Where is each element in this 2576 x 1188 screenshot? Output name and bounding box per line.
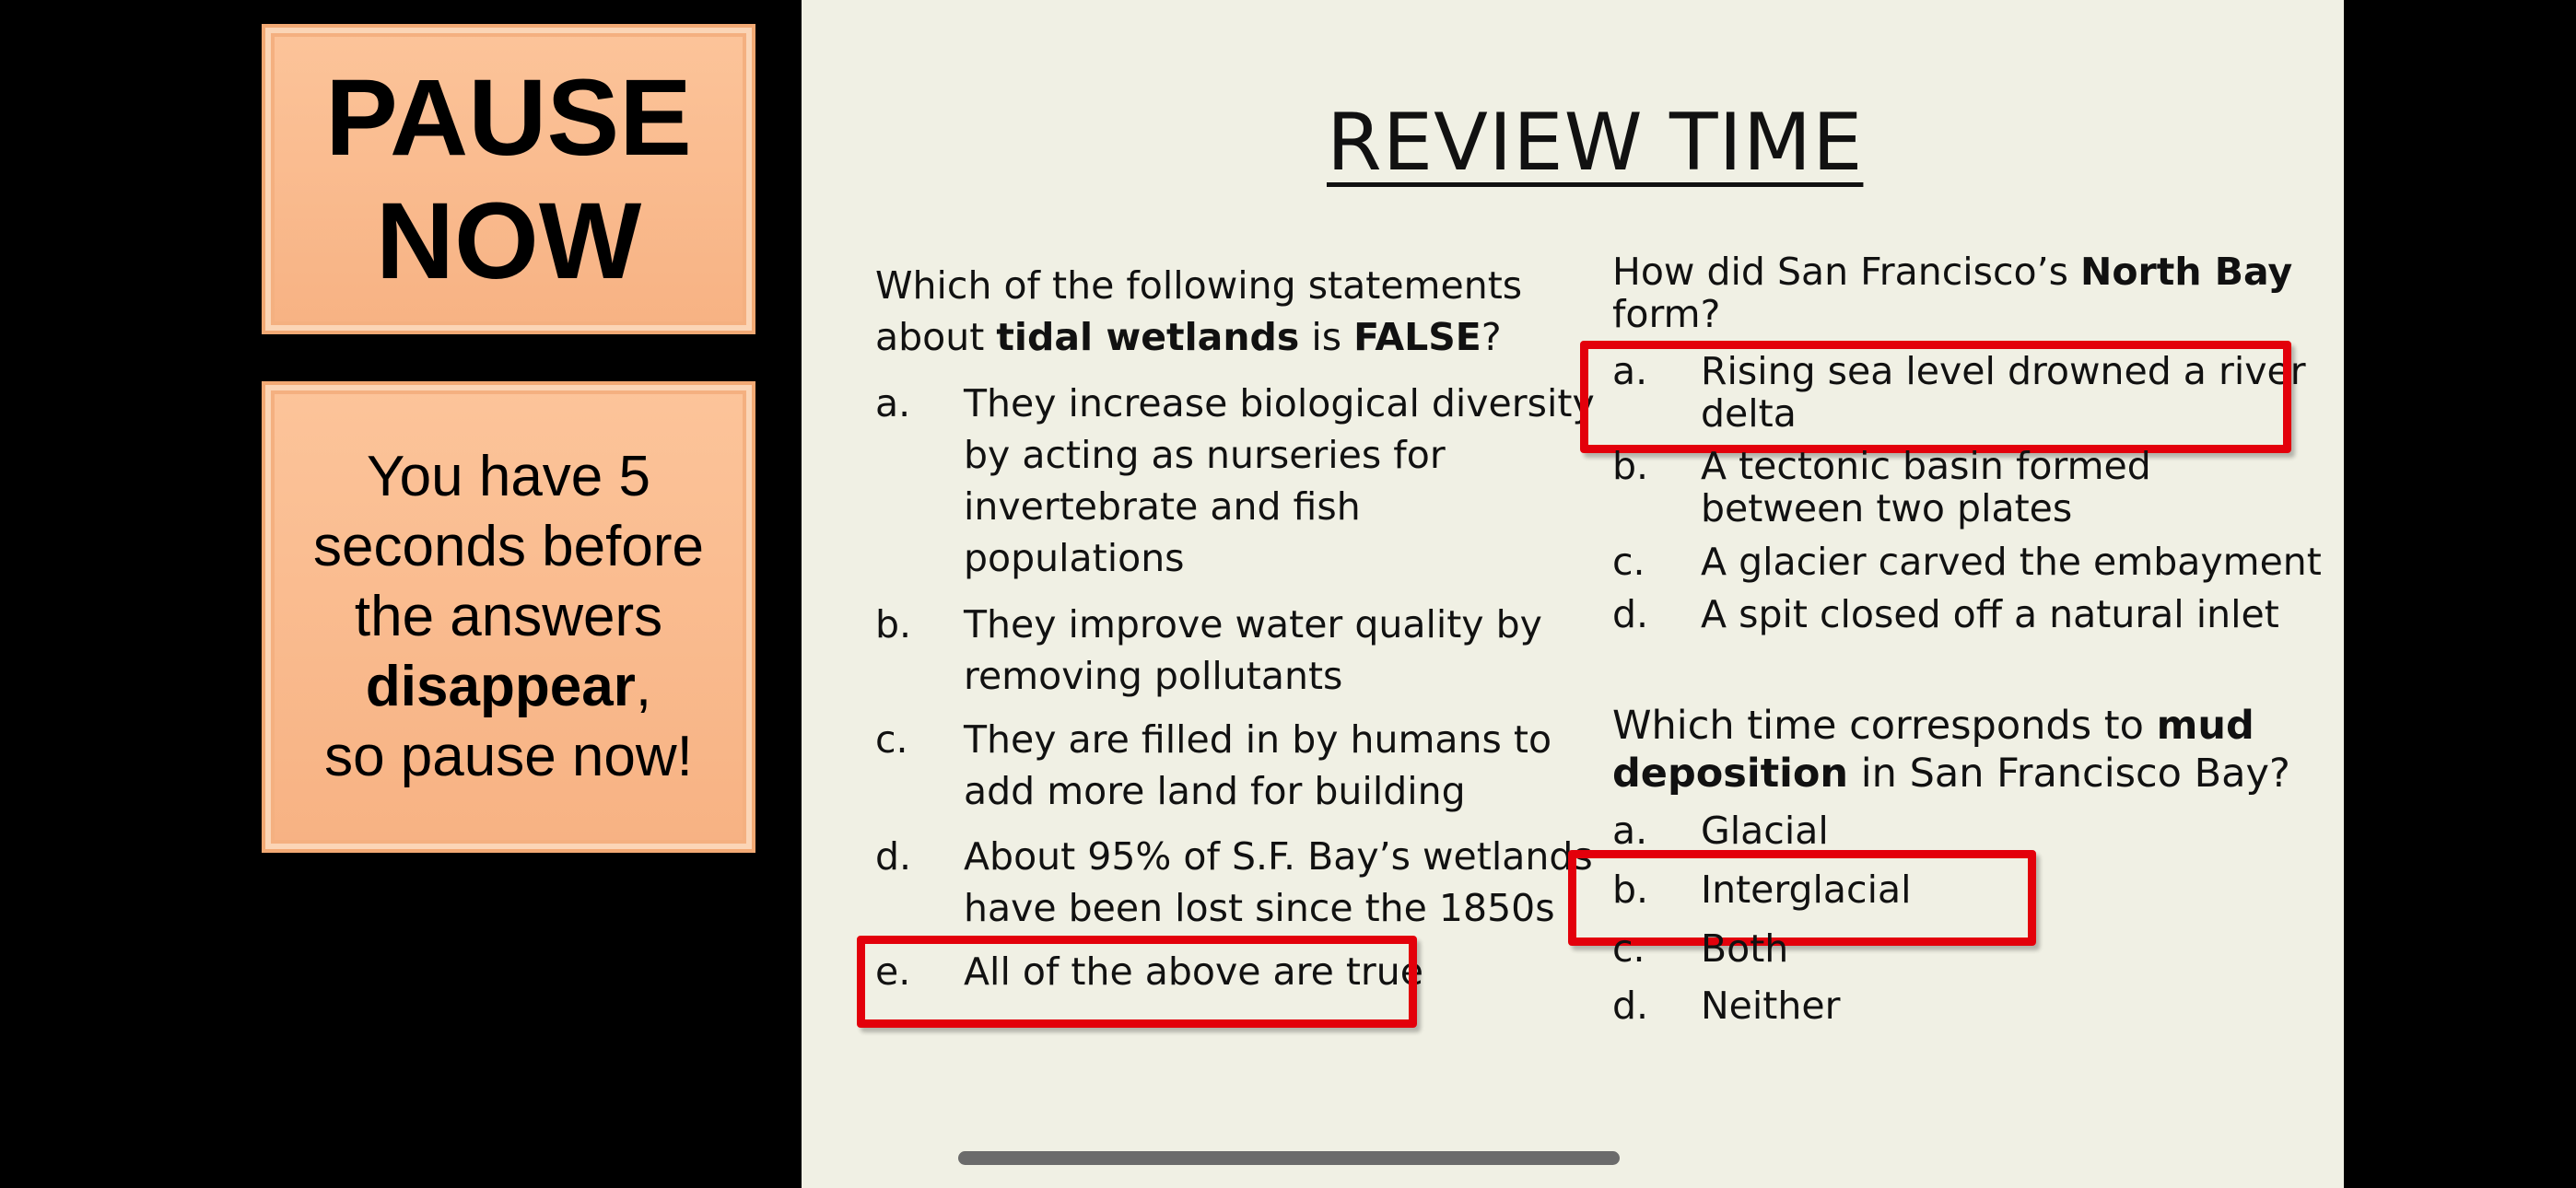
q1-option-a-line-2: by acting as nurseries for <box>964 433 1446 477</box>
q1-option-d-line-1: About 95% of S.F. Bay’s wetlands <box>964 834 1593 879</box>
video-scrub-bar[interactable] <box>958 1151 1620 1165</box>
q3-text-1b: mud <box>2156 703 2254 749</box>
q3-option-a: a. Glacial <box>1612 805 1829 856</box>
q2-option-a-letter: a. <box>1612 349 1648 393</box>
slide-title: REVIEW TIME <box>1327 97 1864 189</box>
q1-option-a-text: They increase biological diversity by ac… <box>964 378 1595 584</box>
q2-prompt-line-1: How did San Francisco’s North Bay <box>1612 250 2292 293</box>
info-line-5: so pause now! <box>324 725 693 788</box>
q1-option-a-letter: a. <box>875 381 911 425</box>
q3-option-d: d. Neither <box>1612 980 1840 1031</box>
q1-option-d-line-2: have been lost since the 1850s <box>964 886 1555 930</box>
info-line-4-bold: disappear <box>365 655 636 718</box>
info-line-1: You have 5 <box>366 445 650 508</box>
q1-option-c-text: They are filled in by humans to add more… <box>964 714 1551 817</box>
q2-option-c-letter: c. <box>1612 540 1645 584</box>
q3-prompt: Which time corresponds to mud deposition… <box>1612 702 2290 798</box>
q2-option-d-text: A spit closed off a natural inlet <box>1701 593 2279 635</box>
countdown-info-box: You have 5 seconds before the answers di… <box>262 381 755 853</box>
q1-option-a-line-4: populations <box>964 536 1185 580</box>
q1-option-b-line-1: They improve water quality by <box>964 602 1542 646</box>
q1-option-a-line-3: invertebrate and fish <box>964 484 1361 529</box>
review-slide: REVIEW TIME Which of the following state… <box>802 0 2344 1188</box>
q2-option-a-line-1: Rising sea level drowned a river <box>1701 349 2306 393</box>
info-line-2: seconds before <box>313 515 704 578</box>
q1-prompt-line-1: Which of the following statements <box>875 263 1523 308</box>
pause-now-box: PAUSE NOW <box>262 24 755 334</box>
pause-line-1: PAUSE <box>325 56 692 179</box>
q3-option-a-letter: a. <box>1612 809 1648 853</box>
q1-option-e-line-1: All of the above are true <box>964 949 1423 994</box>
q1-text-2e: ? <box>1481 315 1502 359</box>
q3-option-b: b. Interglacial <box>1612 864 1912 915</box>
q3-answer-highlight <box>1568 850 2036 946</box>
q1-option-b-letter: b. <box>875 602 912 646</box>
q1-option-d: d. About 95% of S.F. Bay’s wetlands have… <box>875 831 1593 934</box>
q2-option-c-text: A glacier carved the embayment <box>1701 541 2322 583</box>
q1-option-e: e. All of the above are true <box>875 946 1423 997</box>
q2-option-a-line-2: delta <box>1701 391 1797 436</box>
q2-option-c-line-1: A glacier carved the embayment <box>1701 540 2322 584</box>
q1-option-c-line-1: They are filled in by humans to <box>964 717 1552 762</box>
q2-option-d-line-1: A spit closed off a natural inlet <box>1701 592 2279 636</box>
q2-prompt: How did San Francisco’s North Bay form? <box>1612 250 2292 335</box>
q3-option-d-text: Neither <box>1701 984 1841 1028</box>
q2-answer-highlight <box>1580 341 2291 453</box>
q2-option-c: c. A glacier carved the embayment <box>1612 541 2322 583</box>
q1-text-2a: about <box>875 315 997 359</box>
q1-option-a: a. They increase biological diversity by… <box>875 378 1595 584</box>
q1-option-b: b. They improve water quality by removin… <box>875 599 1542 702</box>
q3-option-c-letter: c. <box>1612 926 1645 971</box>
q1-option-d-letter: d. <box>875 834 912 879</box>
q1-option-a-line-1: They increase biological diversity <box>964 381 1595 425</box>
q3-option-b-text: Interglacial <box>1701 868 1912 912</box>
q1-option-e-letter: e. <box>875 949 911 994</box>
info-line-4: disappear, <box>366 652 651 722</box>
q3-text-2a: deposition <box>1612 751 1849 797</box>
q1-prompt: Which of the following statements about … <box>875 260 1522 363</box>
q2-option-b: b. A tectonic basin formed between two p… <box>1612 445 2151 530</box>
q2-text-1a: How did San Francisco’s <box>1612 250 2081 294</box>
info-line-4-rest: , <box>635 655 652 718</box>
q3-option-d-letter: d. <box>1612 984 1649 1028</box>
q1-option-c: c. They are filled in by humans to add m… <box>875 714 1551 817</box>
q3-option-c: c. Both <box>1612 923 1788 974</box>
q2-option-b-line-1: A tectonic basin formed <box>1701 444 2151 488</box>
q1-prompt-line-2: about tidal wetlands is FALSE? <box>875 311 1522 363</box>
q1-option-b-line-2: removing pollutants <box>964 654 1343 698</box>
q1-text-2b: tidal wetlands <box>996 315 1300 359</box>
q3-option-c-text: Both <box>1701 926 1789 971</box>
q2-text-1b: North Bay <box>2080 250 2293 294</box>
q2-option-b-text: A tectonic basin formed between two plat… <box>1701 445 2151 530</box>
q3-text-1a: Which time corresponds to <box>1612 703 2157 749</box>
q1-option-c-letter: c. <box>875 717 908 762</box>
q1-option-e-text: All of the above are true <box>964 946 1423 997</box>
q2-option-a-text: Rising sea level drowned a river delta <box>1701 350 2306 435</box>
pause-line-2: NOW <box>375 180 642 302</box>
q3-prompt-line-2: deposition in San Francisco Bay? <box>1612 750 2290 798</box>
info-line-3: the answers <box>354 585 663 648</box>
q2-option-a: a. Rising sea level drowned a river delt… <box>1612 350 2306 435</box>
q3-prompt-line-1: Which time corresponds to mud <box>1612 702 2290 750</box>
q2-option-b-letter: b. <box>1612 444 1649 488</box>
q1-option-c-line-2: add more land for building <box>964 769 1466 813</box>
q2-prompt-line-2: form? <box>1612 292 1721 336</box>
q2-option-d: d. A spit closed off a natural inlet <box>1612 593 2279 635</box>
q2-option-d-letter: d. <box>1612 592 1649 636</box>
q3-option-b-letter: b. <box>1612 868 1649 912</box>
q3-option-a-text: Glacial <box>1701 809 1829 853</box>
q3-text-2b: in San Francisco Bay? <box>1848 751 2290 797</box>
q1-text-2c: is <box>1299 315 1354 359</box>
q1-answer-highlight <box>857 936 1417 1028</box>
q1-text-2d: FALSE <box>1353 315 1481 359</box>
q1-option-d-text: About 95% of S.F. Bay’s wetlands have be… <box>964 831 1593 934</box>
q2-option-b-line-2: between two plates <box>1701 486 2073 530</box>
q1-option-b-text: They improve water quality by removing p… <box>964 599 1542 702</box>
